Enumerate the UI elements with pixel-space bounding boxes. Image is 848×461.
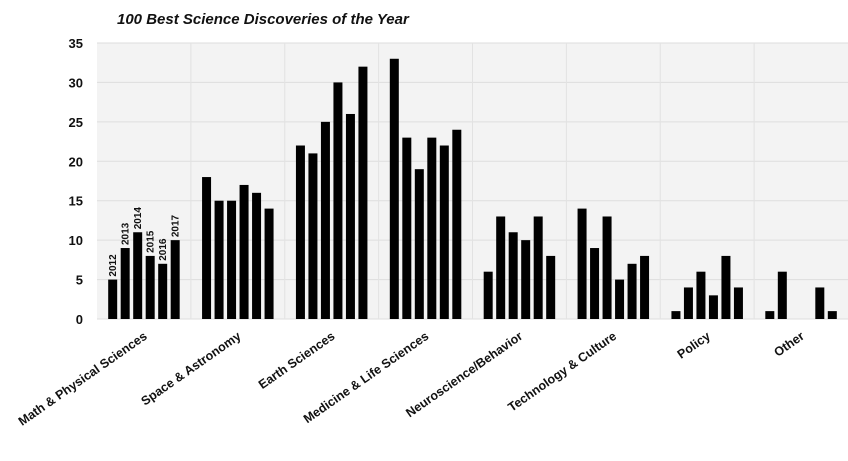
bar <box>346 114 355 319</box>
bar <box>402 138 411 319</box>
bar <box>146 256 155 319</box>
y-tick-label: 0 <box>76 312 83 327</box>
bar <box>590 248 599 319</box>
bar-label: 2017 <box>171 214 182 237</box>
chart-title: 100 Best Science Discoveries of the Year <box>117 11 410 28</box>
bar <box>721 256 730 319</box>
bar <box>615 280 624 319</box>
y-axis: 0 5 10 15 20 25 30 35 <box>69 36 83 327</box>
bar <box>296 146 305 319</box>
bar <box>521 240 530 319</box>
x-tick-label: Space & Astronomy <box>139 329 244 408</box>
bar <box>358 67 367 319</box>
bar <box>415 169 424 319</box>
x-tick-label: Earth Sciences <box>256 329 337 392</box>
bar <box>265 209 274 319</box>
bar <box>534 216 543 319</box>
bar <box>628 264 637 319</box>
bar <box>452 130 461 319</box>
bar-label: 2014 <box>133 207 144 230</box>
bar <box>509 232 518 319</box>
y-tick-label: 5 <box>76 273 83 288</box>
bar <box>333 82 342 319</box>
bar-label: 2012 <box>108 254 119 277</box>
bar-label: 2015 <box>146 230 157 253</box>
bar <box>171 240 180 319</box>
x-tick-label: Policy <box>675 329 713 362</box>
bar <box>308 153 317 319</box>
bar <box>828 311 837 319</box>
bar <box>121 248 130 319</box>
bar <box>321 122 330 319</box>
x-tick-label: Other <box>771 329 806 360</box>
bar <box>227 201 236 319</box>
bar <box>815 287 824 319</box>
bar <box>684 287 693 319</box>
bar <box>640 256 649 319</box>
bar <box>734 287 743 319</box>
bar <box>484 272 493 319</box>
y-tick-label: 30 <box>69 75 83 90</box>
bar <box>709 295 718 319</box>
bar <box>427 138 436 319</box>
bar <box>240 185 249 319</box>
bar <box>778 272 787 319</box>
bar-label: 2013 <box>121 222 132 245</box>
bar-label: 2016 <box>158 238 169 261</box>
bar <box>108 280 117 319</box>
y-tick-label: 20 <box>69 154 83 169</box>
bar <box>133 232 142 319</box>
bar <box>671 311 680 319</box>
bar <box>202 177 211 319</box>
bar <box>215 201 224 319</box>
bar <box>390 59 399 319</box>
y-tick-label: 10 <box>69 233 83 248</box>
bar <box>496 216 505 319</box>
bar <box>440 146 449 319</box>
bar <box>252 193 261 319</box>
bar <box>546 256 555 319</box>
bar <box>603 216 612 319</box>
y-tick-label: 35 <box>69 36 83 51</box>
x-tick-label: Math & Physical Sciences <box>16 329 150 429</box>
bar <box>158 264 167 319</box>
bar <box>696 272 705 319</box>
bar <box>578 209 587 319</box>
bar <box>765 311 774 319</box>
y-tick-label: 25 <box>69 115 83 130</box>
y-tick-label: 15 <box>69 194 83 209</box>
